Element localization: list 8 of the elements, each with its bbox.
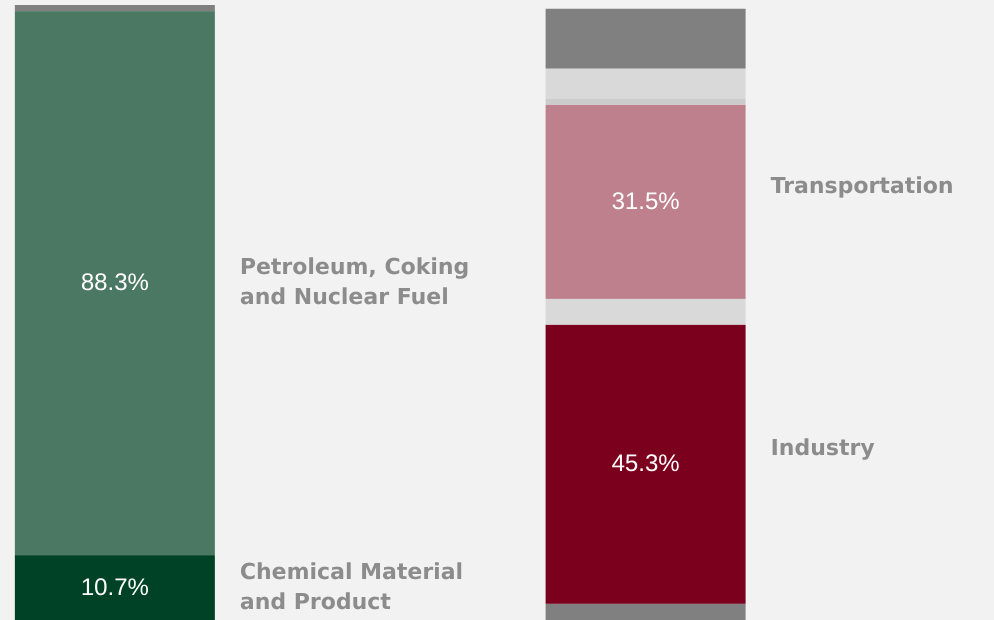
series-label: Industry [770,436,875,462]
data-label: 88.3% [80,269,149,296]
data-label: 45.3% [612,450,680,478]
data-label: 10.7% [80,574,149,602]
series-label: Chemical Material and Product [240,560,464,616]
data-label: 31.5% [612,188,680,215]
series-label: Petroleum, Coking and Nuclear Fuel [240,255,470,310]
series-label: Transportation [770,174,954,199]
